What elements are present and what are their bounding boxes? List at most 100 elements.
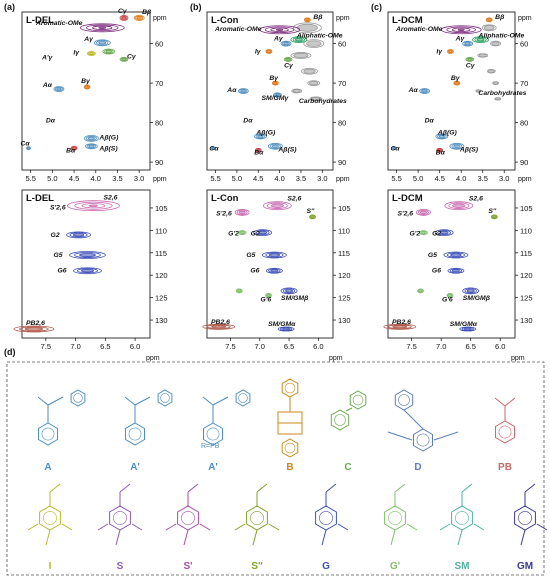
cross-peak-label: Dα	[425, 118, 435, 125]
top-plot-frame	[21, 11, 151, 171]
x-tick-label: 7.5	[225, 342, 235, 351]
x-tick-label: 4.0	[456, 174, 466, 183]
contour-g5	[265, 252, 284, 258]
contour-s26	[448, 202, 470, 209]
contour-carbohydrate	[292, 22, 322, 34]
benzene-ring	[394, 389, 414, 411]
structure-label: G	[322, 561, 330, 572]
y-tick-label: 60	[155, 40, 163, 49]
benzene-ring	[281, 378, 299, 398]
contour	[121, 16, 127, 20]
y-tick-label: 105	[520, 204, 533, 213]
bond	[183, 529, 189, 546]
contour	[56, 87, 62, 91]
panel-letter: (a)	[4, 2, 15, 12]
contour	[420, 88, 429, 94]
contour-aromatic-ome	[457, 28, 465, 31]
contour	[54, 86, 63, 92]
cross-peak-label: Cγ	[127, 53, 137, 60]
contour	[273, 92, 282, 98]
cross-peak-label: Bγ	[269, 75, 279, 82]
benzene-ring	[113, 511, 127, 525]
contour	[282, 327, 291, 331]
cross-peak-label: Iγ	[255, 49, 262, 56]
y-tick-label: 80	[155, 119, 163, 128]
benzene-ring	[330, 409, 350, 431]
contour-carbohydrate	[291, 88, 303, 94]
contour-carbohydrate	[301, 67, 318, 75]
cross-peak-label: SM/GMα	[450, 321, 478, 328]
x-tick-label: 5.0	[413, 174, 423, 183]
contour	[237, 88, 249, 94]
cross-peak-label: A'γ	[41, 54, 54, 61]
contour-carbohydrate	[303, 68, 316, 74]
cross-peak-label: SM/GMβ	[281, 295, 308, 302]
contour	[294, 37, 303, 42]
contour-g5	[69, 251, 106, 259]
bond	[403, 409, 424, 430]
contour	[282, 288, 296, 294]
cross-peak-label: G6	[57, 268, 66, 275]
contour	[237, 230, 247, 236]
contour	[88, 144, 95, 148]
y-tick-label: 80	[520, 119, 528, 128]
bond	[202, 396, 214, 406]
y-tick-label: 120	[338, 271, 351, 280]
contour	[453, 144, 461, 149]
contour	[459, 326, 477, 332]
bond	[134, 396, 151, 406]
y-tick-label: 105	[155, 204, 168, 213]
cross-peak-label: Carbohydrates	[478, 90, 526, 97]
contour-carbohydrate	[491, 41, 500, 46]
benzene-ring	[384, 505, 406, 531]
contour	[272, 81, 278, 85]
bond	[504, 397, 516, 407]
y-tick-label: 130	[520, 316, 533, 325]
contour	[119, 57, 129, 62]
bond	[199, 523, 211, 531]
cross-peak-label: PB2,6	[26, 320, 45, 327]
cross-peak-label: Iγ	[436, 49, 443, 56]
contour	[84, 85, 90, 89]
cross-peak-label: S2,6	[287, 196, 301, 203]
cross-peak-label: G2	[51, 232, 60, 239]
cross-peak-label: Cγ	[284, 62, 294, 69]
contour-g2	[255, 230, 270, 236]
bond	[387, 431, 413, 441]
contour-s26	[67, 200, 120, 212]
contour	[98, 41, 107, 45]
contour-g2	[437, 230, 451, 236]
structure-label: D	[414, 462, 421, 473]
contour	[83, 84, 91, 90]
x-tick-label: 7.0	[255, 342, 265, 351]
cross-peak-label: Cγ	[118, 8, 128, 15]
contour	[87, 136, 95, 141]
cross-peak-label: Aromatic-OMe	[35, 20, 83, 27]
bond	[406, 523, 418, 531]
benzene-ring	[514, 505, 536, 531]
contour	[280, 40, 292, 47]
contour	[447, 49, 453, 54]
benzene-ring	[349, 390, 367, 410]
bond	[97, 523, 109, 531]
bond	[461, 483, 473, 493]
structure-label: C	[344, 462, 351, 473]
cross-peak-label: G'6	[442, 296, 453, 303]
contour	[418, 209, 429, 215]
cross-peak-label: Aβ(S)	[459, 146, 479, 153]
structure-label: S	[117, 561, 124, 572]
contour	[416, 209, 431, 216]
contour	[269, 143, 281, 149]
contour	[466, 289, 475, 293]
x-tick-label: 4.0	[91, 174, 101, 183]
benzene-ring	[235, 389, 251, 407]
x-tick-label: 6.5	[284, 342, 294, 351]
cross-peak-label: S''	[306, 208, 314, 215]
contour-g6	[77, 268, 98, 274]
contour	[102, 48, 116, 55]
contour-aromatic-ome	[98, 26, 107, 30]
contour	[280, 287, 298, 295]
contour	[237, 289, 241, 293]
contour-g6	[447, 267, 465, 274]
